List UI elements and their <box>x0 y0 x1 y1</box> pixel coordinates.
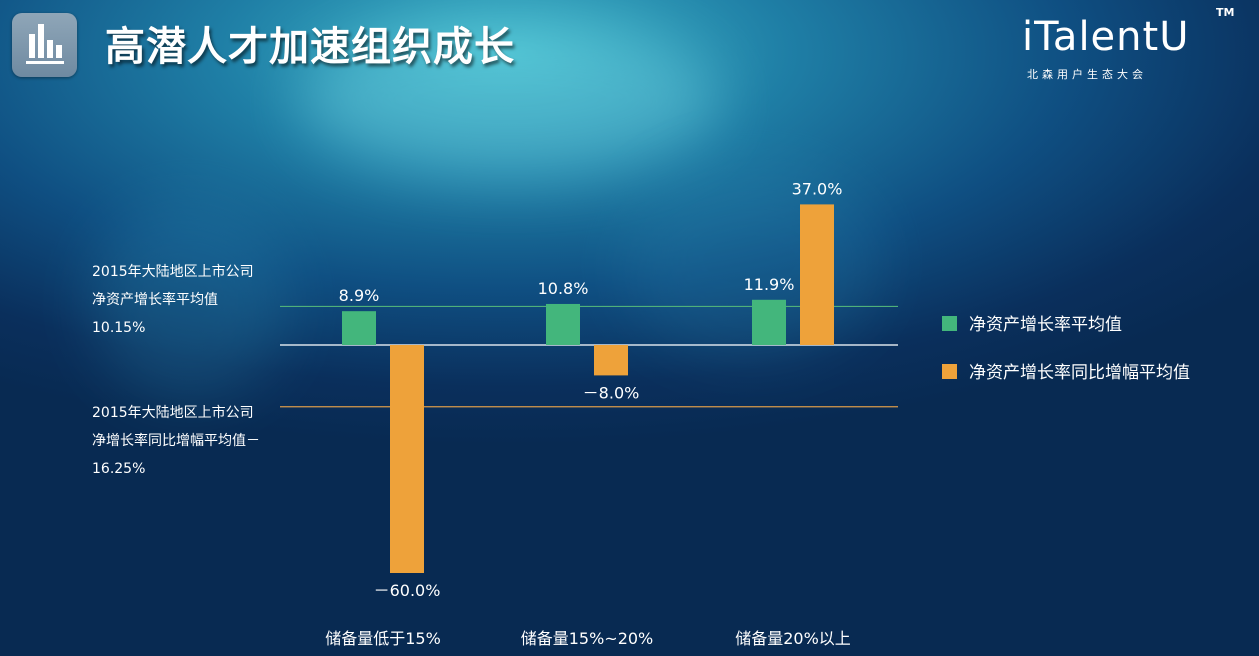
legend-item-green: 净资产增长率平均值 <box>942 310 1122 335</box>
bar-1-0 <box>390 345 424 573</box>
brand-logo: iTalentU TM 北森用户生态大会 <box>1020 6 1234 84</box>
data-label-0-2: 11.9% <box>744 275 795 294</box>
data-label-0-1: 10.8% <box>538 279 589 298</box>
legend-label-orange: 净资产增长率同比增幅平均值 <box>969 363 1190 383</box>
category-label-2: 储备量20%以上 <box>735 629 851 648</box>
legend-swatch-green <box>942 316 957 331</box>
logo-subtitle: 北森用户生态大会 <box>1027 68 1147 81</box>
reference-label-green: 2015年大陆地区上市公司净资产增长率平均值 10.15% <box>92 264 254 336</box>
data-label-1-1: －8.0% <box>583 383 640 402</box>
category-label-0: 储备量低于15% <box>325 629 441 648</box>
reference-label-orange: 2015年大陆地区上市公司净增长率同比增幅平均值－16.25% <box>92 405 260 477</box>
data-label-1-2: 37.0% <box>792 179 843 198</box>
bar-0-1 <box>546 303 580 345</box>
legend-swatch-orange <box>942 364 957 379</box>
legend-item-orange: 净资产增长率同比增幅平均值 <box>942 358 1190 383</box>
data-label-0-0: 8.9% <box>339 286 380 305</box>
data-label-1-0: －60.0% <box>374 581 441 600</box>
bar-1-2 <box>800 204 834 345</box>
app-icon <box>12 13 77 77</box>
legend-label-green: 净资产增长率平均值 <box>969 315 1122 335</box>
category-label-1: 储备量15%~20% <box>521 629 654 648</box>
logo-text: iTalentU <box>1022 14 1190 60</box>
bar-0-0 <box>342 311 376 345</box>
bar-0-2 <box>752 299 786 345</box>
bar-1-1 <box>594 345 628 376</box>
page-title: 高潜人才加速组织成长 <box>105 24 515 70</box>
logo-tm: TM <box>1216 6 1235 19</box>
